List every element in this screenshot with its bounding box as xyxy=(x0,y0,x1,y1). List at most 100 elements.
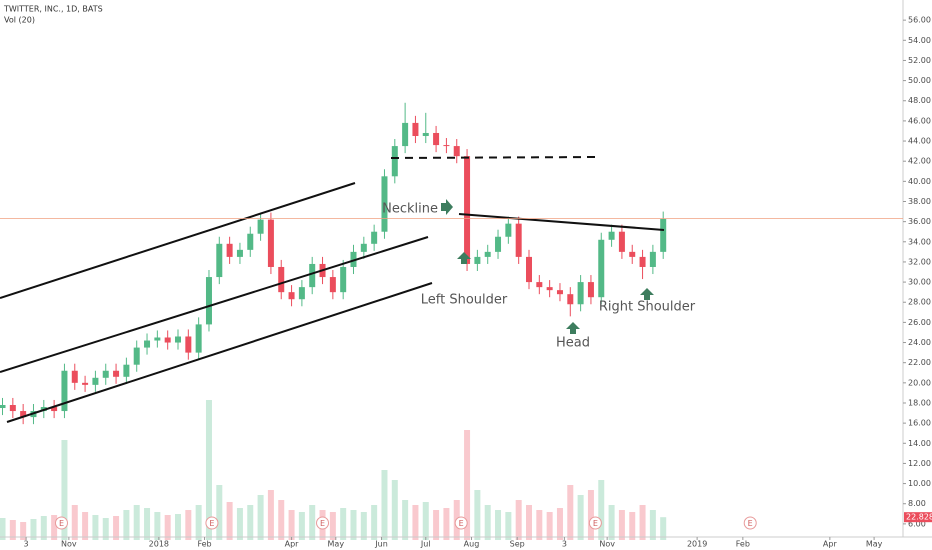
volume-bar xyxy=(30,519,37,540)
event-marker xyxy=(588,516,602,530)
volume-bar xyxy=(92,515,99,540)
volume-bar xyxy=(298,512,305,540)
y-tick-label: 14.00 xyxy=(908,439,931,448)
y-tick-label: 12.00 xyxy=(908,459,931,468)
volume-bar xyxy=(288,510,295,540)
y-tick-label: 38.00 xyxy=(908,197,931,206)
event-marker xyxy=(454,516,468,530)
event-label: E xyxy=(459,519,464,528)
event-marker xyxy=(743,516,757,530)
y-tick-label: 26.00 xyxy=(908,318,931,327)
candle-body xyxy=(371,231,378,244)
volume-bar xyxy=(164,515,171,540)
x-tick-label: 2018 xyxy=(149,540,169,549)
volume-bar xyxy=(71,505,78,540)
drawings xyxy=(0,156,665,423)
arrow xyxy=(441,199,453,215)
event-label: E xyxy=(209,519,214,528)
arrow xyxy=(566,322,580,334)
candle-body xyxy=(144,340,151,348)
volume-bar xyxy=(391,480,398,540)
volume-bar xyxy=(525,505,532,540)
candle-body xyxy=(92,377,99,385)
x-tick-label: Jul xyxy=(420,540,431,549)
trend-line xyxy=(0,236,429,373)
candle-body xyxy=(102,370,109,378)
candle-body xyxy=(608,231,615,240)
candle-body xyxy=(629,251,636,257)
y-tick-label: 6.00 xyxy=(908,519,926,528)
candle-body xyxy=(278,266,285,293)
volume-bar xyxy=(340,508,347,540)
x-tick-label: May xyxy=(328,540,345,549)
candle-body xyxy=(164,337,171,343)
y-tick-label: 10.00 xyxy=(908,479,931,488)
candle-body xyxy=(495,236,502,252)
volume-bar xyxy=(216,485,223,540)
volume-bar xyxy=(474,490,481,540)
volume-bar xyxy=(371,505,378,540)
candle-body xyxy=(123,364,130,377)
x-tick-label: Apr xyxy=(823,540,838,549)
candle-body xyxy=(329,277,336,293)
candle-body xyxy=(0,405,6,409)
volume-bar xyxy=(515,500,522,540)
candle-body xyxy=(340,266,347,293)
candle-body xyxy=(247,233,254,250)
candle-body xyxy=(598,239,605,298)
candle-body xyxy=(587,282,594,298)
volume-bar xyxy=(236,508,243,540)
volume-bar xyxy=(247,505,254,540)
annotation: Right Shoulder xyxy=(599,300,696,315)
y-tick-label: 54.00 xyxy=(908,36,931,45)
y-tick-label: 50.00 xyxy=(908,76,931,85)
x-tick-label: Jun xyxy=(374,540,388,549)
candle-body xyxy=(82,382,89,385)
y-tick-label: 44.00 xyxy=(908,137,931,146)
y-tick-label: 36.00 xyxy=(908,217,931,226)
volume-bar xyxy=(154,512,161,540)
x-tick-label: Nov xyxy=(599,540,615,549)
event-label: E xyxy=(593,519,598,528)
volume-bar xyxy=(82,512,89,540)
y-tick-label: 46.00 xyxy=(908,116,931,125)
candle-body xyxy=(649,251,656,267)
x-tick-label: Sep xyxy=(510,540,525,549)
candle-body xyxy=(51,407,58,412)
volume-bar xyxy=(329,512,336,540)
candle-body xyxy=(422,132,429,137)
volume-bar xyxy=(381,470,388,540)
candle-body xyxy=(536,282,543,288)
volume-bar xyxy=(51,515,58,540)
x-tick-label: Feb xyxy=(197,540,211,549)
y-tick-label: 34.00 xyxy=(908,237,931,246)
candle-body xyxy=(350,251,357,267)
y-tick-label: 24.00 xyxy=(908,338,931,347)
candle-body xyxy=(464,156,471,264)
y-tick-label: 16.00 xyxy=(908,419,931,428)
annotation: Head xyxy=(556,336,590,351)
candle-body xyxy=(133,347,140,365)
volume-bar xyxy=(556,508,563,540)
candle-body xyxy=(546,287,553,291)
candle-body xyxy=(453,146,460,157)
volume-bar xyxy=(257,495,264,540)
volume-bar xyxy=(618,510,625,540)
y-tick-label: 8.00 xyxy=(908,499,926,508)
candle-body xyxy=(515,223,522,257)
volume-bar xyxy=(598,480,605,540)
event-marker xyxy=(205,516,219,530)
volume-bar xyxy=(484,505,491,540)
volume-bar xyxy=(443,508,450,540)
y-tick-label: 30.00 xyxy=(908,278,931,287)
volume-bar xyxy=(123,510,130,540)
volume-bar xyxy=(102,518,109,540)
volume-bar xyxy=(360,512,367,540)
volume-bar xyxy=(61,440,68,540)
event-marker xyxy=(54,516,68,530)
chart-title: TWITTER, INC., 1D, BATS xyxy=(3,5,103,14)
volume-bar xyxy=(464,430,471,540)
volume-bar xyxy=(495,510,502,540)
arrow xyxy=(457,252,471,264)
